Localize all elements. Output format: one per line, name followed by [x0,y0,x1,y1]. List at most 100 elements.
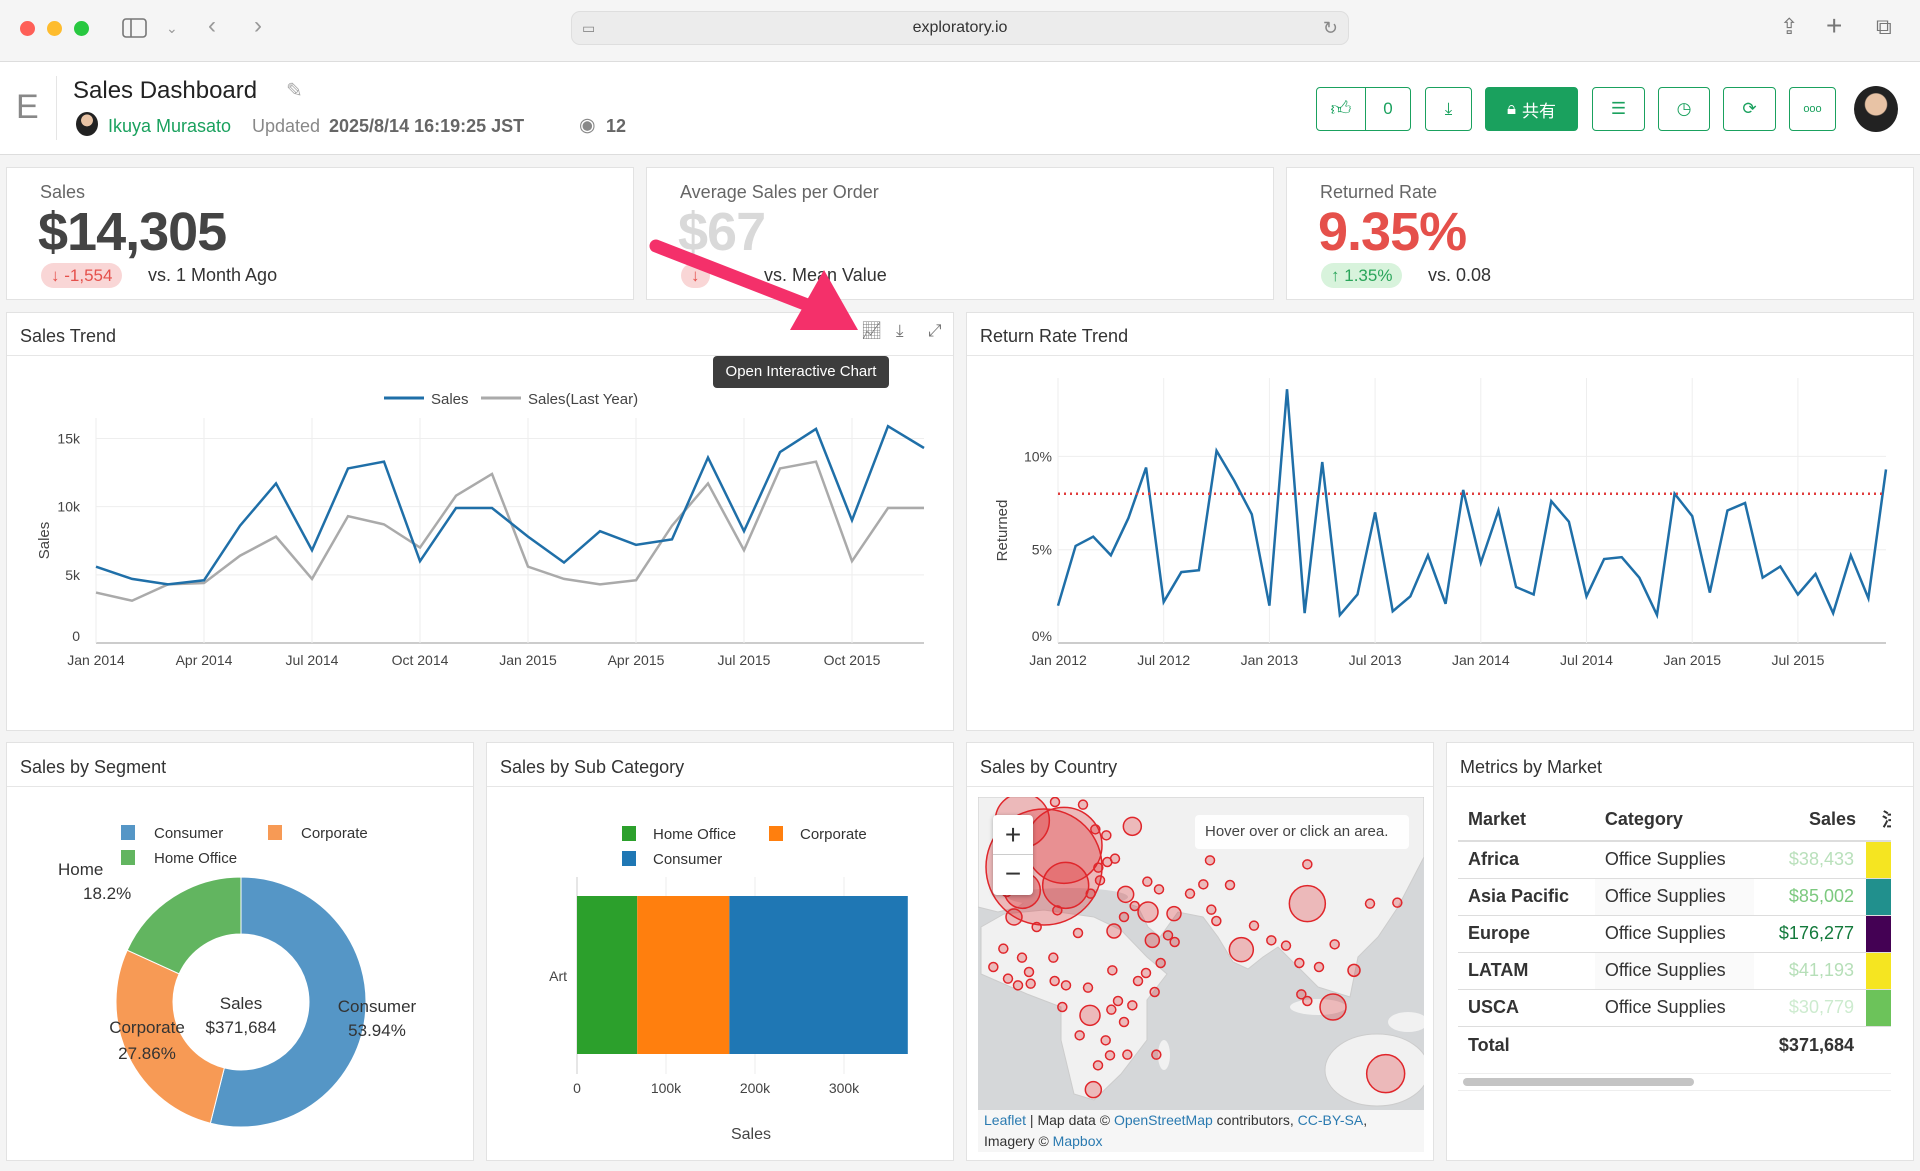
y-tick-label: 5k [65,567,81,583]
close-window-button[interactable] [20,21,35,36]
reload-icon[interactable]: ↻ [1322,18,1338,38]
table-row[interactable]: LATAM Office Supplies $41,193 6 [1458,952,1891,989]
zoom-out-button[interactable]: − [1004,858,1022,889]
app-logo[interactable]: E [16,88,39,126]
maximize-window-button[interactable] [74,21,89,36]
panel-title: Metrics by Market [1460,757,1603,777]
map-bubble [1144,932,1161,949]
tooltip-caret [863,349,877,363]
slice-label: Corporate [109,1018,185,1037]
slice-label: Home [58,860,103,879]
map-bubble [1025,978,1036,989]
cc-link[interactable]: CC-BY-SA [1297,1112,1364,1128]
x-tick-label: Apr 2015 [608,652,665,668]
download-icon[interactable]: ⤓ [896,321,904,340]
horizontal-scrollbar-track[interactable] [1458,1073,1891,1091]
tab-overview-icon[interactable]: ⧉ [1876,14,1892,39]
attribution-text: , [1363,1112,1368,1128]
map-bubble [1077,799,1089,810]
kpi-card: Returned Rate 9.35% ↑ 1.35% vs. 0.08 [1286,167,1914,300]
map-bubble [1122,816,1143,837]
donut-center-value: $371,684 [206,1018,277,1037]
chevron-down-icon[interactable]: ⌄ [166,20,178,36]
column-header[interactable]: Market [1458,798,1595,842]
column-header[interactable]: Category [1594,798,1754,842]
donut-center-label: Sales [220,994,263,1013]
share-icon[interactable]: ⇪ [1780,14,1799,39]
forward-icon[interactable]: › [254,12,262,39]
category-cell: Office Supplies [1594,878,1754,915]
kpi-change: -1,554 [64,266,113,285]
table-row[interactable]: USCA Office Supplies $30,779 8 [1458,989,1891,1026]
more-button[interactable]: ooo [1789,87,1836,131]
map-bubble [1364,898,1376,909]
x-tick-label: Jan 2013 [1241,652,1299,668]
table-row[interactable]: Europe Office Supplies $176,277 1,6 [1458,915,1891,952]
map-bubble [1093,862,1104,873]
new-tab-icon[interactable]: + [1826,10,1843,41]
map-bubble [1204,855,1216,866]
map-bubble [1057,1001,1068,1013]
back-icon[interactable]: ‹ [208,12,216,39]
map-bubble [1127,1000,1138,1011]
sales-cell: $30,779 [1788,997,1854,1017]
share-label: 共有 [1522,101,1557,121]
sales-cell: $176,277 [1778,923,1854,943]
market-cell: LATAM [1468,960,1529,980]
mediterranean-sea [1008,888,1128,906]
y-tick-label: 5% [1032,542,1052,558]
horizontal-scrollbar-thumb[interactable] [1463,1078,1694,1086]
market-cell: Europe [1468,923,1531,943]
column-header[interactable]: 注文 [1866,798,1891,842]
zoom-in-button[interactable]: + [993,815,1033,855]
sliders-icon: ☰ [1610,99,1627,118]
page-settings-icon[interactable]: ▭ [582,20,596,36]
x-tick-label: Jan 2015 [1663,652,1721,668]
map-bubble [1266,935,1277,946]
category-cell: Office Supplies [1594,915,1754,952]
line-chart-icon[interactable]: 📈︎ [861,321,883,340]
edit-icon[interactable]: ✎ [286,80,303,102]
market-cell: Africa [1468,849,1520,870]
sales-trend-chart[interactable]: 0 5k 10k 15k Jan 2014 Apr 2014 Jul 2014 Oct 201… [7,313,953,730]
map-bubble [1162,930,1174,941]
sidebar-toggle-icon[interactable] [122,17,148,39]
table-row[interactable]: Asia Pacific Office Supplies $85,002 1,1 [1458,878,1891,915]
address-bar[interactable]: exploratory.io ▭ ↻ [571,11,1349,45]
expand-icon[interactable]: ⤢ [928,321,942,340]
minimize-window-button[interactable] [47,21,62,36]
mapbox-link[interactable]: Mapbox [1052,1133,1103,1149]
refresh-button[interactable]: ⟳ [1723,87,1776,131]
y-tick-label: 10k [57,499,81,515]
sales-by-sub-category-panel: Sales by Sub Category 0 100k 200k 300k Art Sa… [486,742,954,1161]
dashboard-header: E Sales Dashboard ✎ Ikuya Murasato Updat… [0,62,1920,155]
legend-label: Consumer [154,825,223,842]
column-header[interactable]: Sales [1753,798,1866,842]
like-button[interactable]: 👍︎ 0 [1316,87,1411,131]
orders-cell: 8 [1866,989,1891,1026]
leaflet-link[interactable]: Leaflet [984,1112,1027,1128]
return-rate-panel: Return Rate Trend 0% 5% 10% Jan 2012 Jul 201… [966,312,1914,731]
map-bubble [1060,980,1072,991]
table-row[interactable]: Africa Office Supplies $38,433 6 [1458,841,1891,878]
return-rate-chart[interactable]: 0% 5% 10% Jan 2012 Jul 2012 Jan 2013 Jul 2013 J… [967,313,1913,730]
sub-category-bar-chart[interactable]: 0 100k 200k 300k Art Sales Home Office Corporat… [487,743,953,1160]
filter-settings-button[interactable]: ☰ [1592,87,1645,131]
share-button[interactable]: 🔒︎ 共有 [1485,87,1578,131]
user-avatar[interactable] [1854,86,1898,132]
y-tick-label: 15k [57,430,81,446]
clock-icon: ◷ [1676,99,1692,118]
panel-title: Sales by Sub Category [500,757,685,777]
download-button[interactable]: ⤓ [1425,87,1472,131]
author-link[interactable]: Ikuya Murasato [108,116,232,136]
kpi-card: Sales $14,305 ↓ -1,554 vs. 1 Month Ago [6,167,634,300]
map-bubble [1031,921,1042,933]
map-bubble [1092,1060,1104,1071]
schedule-button[interactable]: ◷ [1658,87,1710,131]
osm-link[interactable]: OpenStreetMap [1113,1112,1213,1128]
donut-slice-consumer [209,876,367,1128]
map-bubble [1294,957,1305,969]
legend-label: Corporate [301,825,368,842]
map-bubble [1280,940,1292,951]
segment-donut-chart[interactable]: Sales $371,684 Consumer 53.94% Corporate 27.8… [7,743,473,1160]
